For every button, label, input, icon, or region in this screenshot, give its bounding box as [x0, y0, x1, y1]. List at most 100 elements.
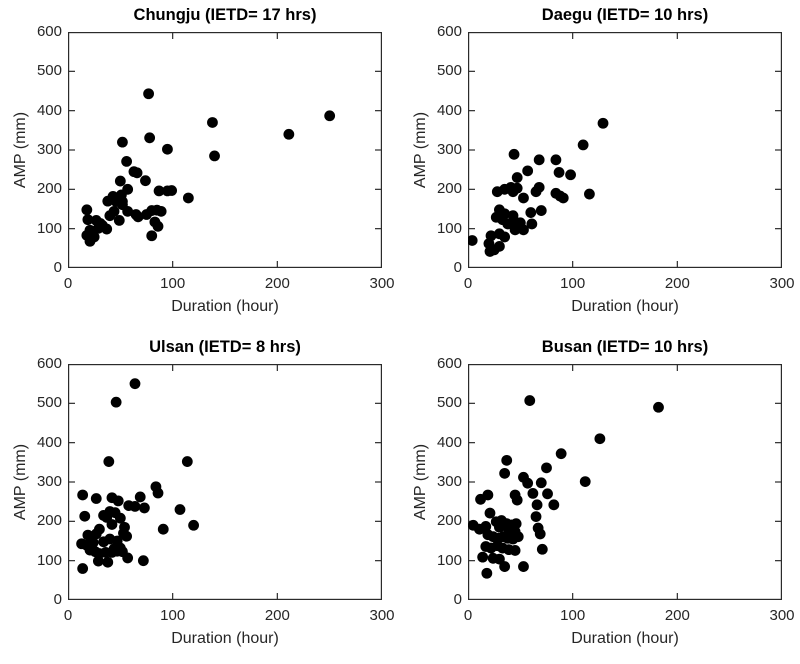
x-tick-label: 200: [264, 607, 290, 624]
data-point: [653, 401, 664, 413]
data-point: [524, 395, 536, 406]
data-point: [484, 507, 496, 519]
y-tick-label: 300: [436, 141, 462, 158]
data-point: [113, 215, 125, 226]
data-point: [102, 556, 114, 568]
data-point: [101, 223, 113, 235]
data-point: [132, 211, 144, 223]
data-point: [181, 456, 193, 467]
data-point: [597, 117, 609, 129]
data-point: [114, 512, 126, 524]
data-point: [555, 448, 567, 460]
data-point: [77, 489, 89, 501]
data-point: [182, 192, 194, 204]
data-point: [139, 502, 150, 514]
data-point: [131, 167, 143, 179]
data-point: [283, 128, 295, 140]
data-point: [501, 454, 513, 466]
data-point: [577, 139, 589, 151]
data-point: [90, 493, 102, 504]
x-tick-label: 100: [560, 607, 586, 624]
data-point: [82, 529, 94, 541]
y-axis-label: AMP (mm): [412, 111, 429, 189]
data-point: [522, 165, 534, 177]
data-point: [117, 136, 128, 148]
axes-box: [68, 32, 382, 268]
data-point: [531, 499, 543, 511]
data-point: [121, 156, 133, 167]
y-tick-label: 400: [36, 433, 62, 451]
data-point: [140, 175, 151, 187]
y-tick-label: 400: [436, 433, 462, 451]
y-tick-label: 300: [36, 473, 62, 490]
data-point: [522, 477, 534, 489]
y-tick-label: 0: [53, 259, 62, 276]
data-point: [542, 488, 553, 500]
x-tick-label: 300: [369, 607, 395, 624]
data-point: [482, 489, 494, 501]
data-point: [509, 545, 521, 556]
data-point: [511, 494, 523, 506]
data-point: [114, 175, 126, 187]
x-tick-label: 300: [369, 275, 395, 292]
data-point: [144, 132, 156, 144]
data-point: [134, 491, 146, 503]
y-tick-label: 200: [436, 180, 462, 198]
data-point: [122, 183, 134, 195]
data-point: [510, 518, 522, 530]
y-tick-label: 400: [436, 101, 462, 119]
data-point: [207, 117, 218, 128]
data-point: [548, 499, 560, 511]
axes-box: [68, 364, 382, 600]
data-point: [112, 495, 124, 507]
data-point: [518, 192, 529, 204]
data-point: [143, 88, 154, 100]
y-tick-label: 0: [453, 259, 462, 276]
data-point: [110, 396, 122, 408]
subplot-title: Ulsan (IETD= 8 hrs): [149, 338, 301, 356]
data-point: [188, 519, 199, 531]
data-point: [533, 154, 545, 166]
y-tick-label: 400: [36, 101, 62, 119]
data-point: [94, 523, 105, 535]
plot-area: [68, 364, 382, 600]
x-tick-label: 100: [160, 275, 186, 292]
data-point: [79, 510, 91, 522]
data-point: [535, 205, 547, 216]
y-tick-label: 500: [436, 62, 462, 80]
data-point: [536, 543, 548, 555]
data-point: [82, 214, 94, 226]
data-point: [122, 552, 134, 564]
y-tick-label: 500: [36, 62, 62, 80]
data-point: [77, 563, 89, 574]
x-tick-label: 300: [769, 607, 795, 624]
data-point: [157, 523, 169, 535]
plot-area: [68, 32, 382, 268]
data-point: [526, 218, 538, 230]
data-point: [481, 567, 493, 579]
y-tick-label: 200: [436, 512, 462, 530]
data-point: [579, 476, 591, 488]
y-tick-label: 600: [36, 355, 62, 372]
x-tick-label: 200: [664, 275, 690, 292]
data-point: [152, 220, 164, 232]
axes-box: [468, 32, 782, 268]
x-tick-label: 200: [664, 607, 690, 624]
data-point: [533, 181, 545, 193]
data-point: [209, 150, 220, 162]
x-tick-label: 100: [560, 275, 586, 292]
subplot-title: Daegu (IETD= 10 hrs): [541, 6, 709, 24]
x-tick-label: 0: [63, 607, 73, 624]
data-point: [121, 530, 133, 542]
y-tick-label: 500: [436, 394, 462, 412]
data-point: [152, 487, 164, 499]
x-tick-label: 0: [63, 275, 73, 292]
x-axis-label: Duration (hour): [171, 630, 279, 647]
data-point: [499, 231, 511, 243]
y-axis-label: AMP (mm): [412, 443, 429, 521]
x-tick-label: 0: [463, 275, 473, 292]
data-point: [477, 551, 489, 563]
x-axis-label: Duration (hour): [571, 630, 679, 647]
data-point: [108, 205, 120, 217]
data-point: [550, 154, 562, 166]
